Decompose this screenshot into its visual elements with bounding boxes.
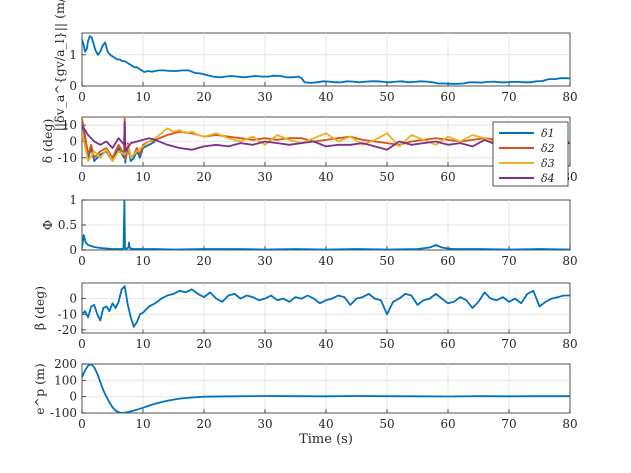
x-tick-label: 60 [440,170,455,184]
legend-label-d3: δ3 [541,157,555,170]
y-tick-label: -20 [58,323,77,337]
x-tick-label: 80 [562,90,577,104]
x-tick-label: 40 [318,254,333,268]
x-tick-label: 60 [440,90,455,104]
series-group [82,285,570,328]
gridlines [81,199,571,251]
y-tick-label: 0 [69,79,77,93]
x-tick-label: 50 [379,90,394,104]
x-tick-label: 50 [379,254,394,268]
x-tick-label: 30 [257,90,272,104]
x-tick-label: 20 [196,254,211,268]
tick-labels: 0 10 20 30 40 50 60 70 80 0 0.5 1 [58,193,578,268]
y-tick-label: 0 [69,390,77,404]
y-tick-label: -100 [50,406,77,420]
legend-label-d4: δ4 [541,172,555,185]
x-tick-label: 70 [501,90,516,104]
y-tick-label: 0 [69,292,77,306]
x-tick-label: 70 [501,417,516,431]
y-tick-label: 200 [54,357,77,371]
y-axis-label-ep: e^p (m) [32,363,47,414]
y-axis-label-phi: Φ [40,220,55,230]
y-tick-label: 0.5 [58,218,77,232]
x-tick-label: 0 [78,417,86,431]
x-tick-label: 20 [196,417,211,431]
x-tick-label: 10 [135,254,150,268]
tick-labels: 0 10 20 30 40 50 60 70 80 0 1 [69,48,577,104]
x-tick-label: 60 [440,417,455,431]
series-line-e^p [82,364,570,413]
y-tick-label: -10 [58,307,77,321]
series-line-δ4 [82,121,570,153]
legend-label-d1: δ1 [541,127,555,140]
x-tick-label: 0 [78,90,86,104]
x-tick-label: 0 [78,337,86,351]
x-tick-label: 80 [562,254,577,268]
x-tick-label: 30 [257,170,272,184]
x-tick-label: 10 [135,337,150,351]
x-tick-label: 70 [501,337,516,351]
x-tick-label: 40 [318,417,333,431]
y-tick-label: 100 [54,373,77,387]
panel-phi: 0 10 20 30 40 50 60 70 80 0 0.5 1 Φ [40,193,578,268]
series-line-β [82,285,570,328]
x-tick-label: 20 [196,90,211,104]
x-tick-label: 40 [318,170,333,184]
series-group [82,35,570,85]
x-tick-label: 70 [501,254,516,268]
panel-beta: 0 10 20 30 40 50 60 70 80-20-100 β (deg) [32,282,578,351]
series-line-δ3 [82,127,570,163]
x-tick-label: 50 [379,170,394,184]
legend: δ1 δ2 δ3 δ4 [492,121,569,187]
series-line-dv [82,35,570,85]
y-tick-label: 1 [69,48,77,62]
x-tick-label: 50 [379,417,394,431]
x-tick-label: 60 [440,337,455,351]
legend-label-d2: δ2 [541,142,555,155]
x-tick-label: 80 [562,417,577,431]
x-tick-label: 50 [379,337,394,351]
y-tick-label: 10 [62,118,77,132]
x-tick-label: 30 [257,337,272,351]
x-axis-label: Time (s) [299,432,353,447]
tick-labels: 0 10 20 30 40 50 60 70 80-20-100 [58,292,578,351]
y-tick-label: 0 [69,243,77,257]
x-tick-label: 10 [135,90,150,104]
x-tick-label: 40 [318,90,333,104]
x-tick-label: 30 [257,417,272,431]
x-tick-label: 0 [78,254,86,268]
y-axis-label-delta: δ (deg) [40,119,55,164]
x-tick-label: 30 [257,254,272,268]
y-tick-label: -10 [58,151,77,165]
series-group [82,364,570,413]
x-tick-label: 20 [196,337,211,351]
y-axis-label-beta: β (deg) [32,286,47,330]
y-axis-label-dv: ||δv_a^{gv/a_l}|| (m/s) [52,0,67,131]
series-line-Φ [82,200,570,250]
gridlines [81,283,571,333]
x-tick-label: 60 [440,254,455,268]
y-tick-label: 0 [69,135,77,149]
series-group [82,117,570,164]
x-tick-label: 80 [562,337,577,351]
series-group [82,200,570,250]
x-tick-label: 20 [196,170,211,184]
x-tick-label: 0 [78,170,86,184]
legend-box [492,121,569,187]
x-tick-label: 10 [135,170,150,184]
x-tick-label: 40 [318,337,333,351]
y-tick-label: 1 [69,193,77,207]
x-tick-label: 10 [135,417,150,431]
